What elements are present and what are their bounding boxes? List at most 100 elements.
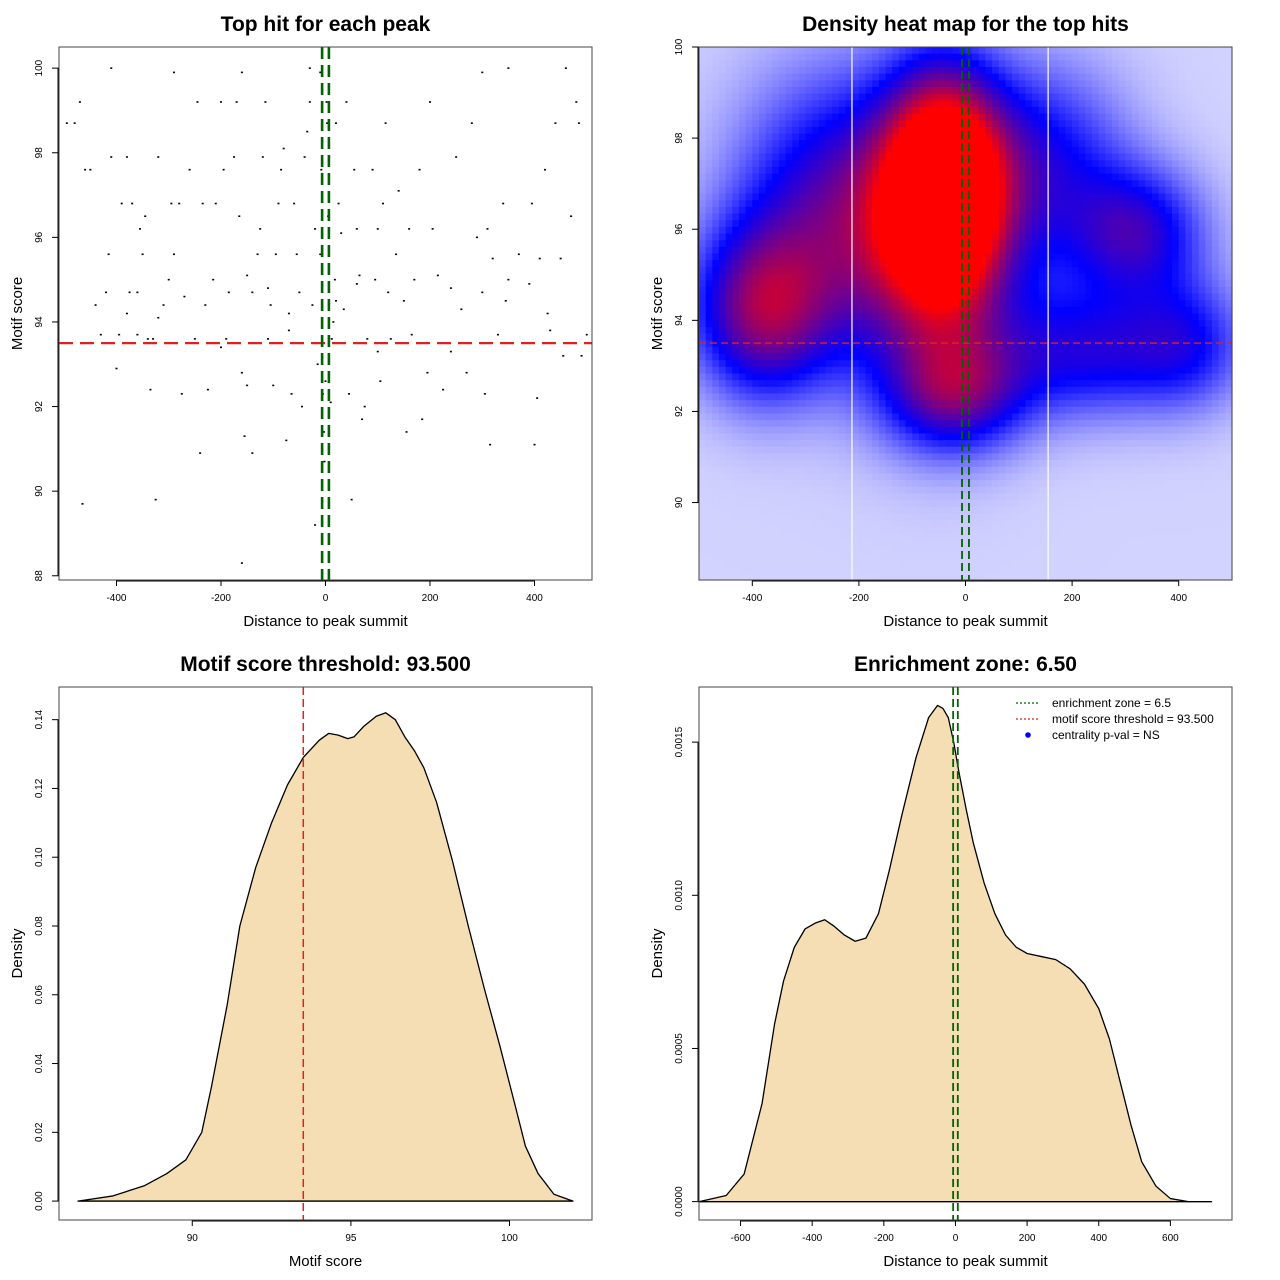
- heatmap-cell: [705, 180, 713, 188]
- heatmap-cell: [945, 433, 953, 441]
- heatmap-cell: [1012, 526, 1020, 534]
- heatmap-cell: [925, 533, 933, 541]
- heatmap-cell: [1038, 380, 1047, 388]
- heatmap-cell: [1072, 240, 1080, 248]
- heatmap-cell: [1025, 126, 1033, 135]
- heatmap-cell: [792, 100, 800, 108]
- heatmap-cell: [892, 106, 900, 115]
- heatmap-cell: [725, 326, 733, 335]
- heatmap-cell: [1052, 293, 1060, 301]
- heatmap-cell: [1045, 53, 1053, 61]
- heatmap-cell: [705, 466, 713, 474]
- heatmap-cell: [878, 520, 887, 528]
- heatmap-cell: [912, 66, 920, 75]
- heatmap-cell: [778, 273, 787, 281]
- heatmap-cell: [938, 506, 947, 514]
- heatmap-cell: [938, 360, 947, 368]
- heatmap-cell: [872, 186, 880, 195]
- heatmap-cell: [765, 513, 773, 521]
- heatmap-cell: [905, 406, 913, 415]
- heatmap-cell: [1058, 420, 1067, 428]
- heatmap-cell: [705, 486, 713, 494]
- heatmap-cell: [1085, 353, 1093, 361]
- heatmap-cell: [865, 446, 873, 455]
- heatmap-cell: [945, 353, 953, 361]
- heatmap-cell: [1005, 493, 1013, 501]
- heatmap-cell: [892, 133, 900, 141]
- heatmap-cell: [858, 566, 867, 574]
- heatmap-cell: [852, 306, 860, 315]
- heatmap-cell: [812, 393, 820, 401]
- heatmap-cell: [918, 206, 927, 215]
- heatmap-cell: [872, 106, 880, 115]
- heatmap-cell: [865, 220, 873, 228]
- heatmap-cell: [1018, 173, 1027, 181]
- heatmap-cell: [905, 80, 913, 88]
- heatmap-cell: [699, 93, 707, 101]
- heatmap-cell: [832, 420, 840, 428]
- heatmap-cell: [718, 293, 727, 301]
- heatmap-cell: [945, 520, 953, 528]
- heatmap-cell: [1058, 266, 1067, 275]
- heatmap-cell: [725, 226, 733, 235]
- scatter-point: [316, 363, 319, 366]
- heatmap-cell: [1038, 373, 1047, 381]
- heatmap-cell: [1085, 400, 1093, 408]
- heatmap-cell: [838, 293, 847, 301]
- heatmap-cell: [1005, 466, 1013, 474]
- heatmap-cell: [1058, 113, 1067, 121]
- heatmap-cell: [752, 66, 760, 75]
- heatmap-cell: [898, 293, 907, 301]
- heatmap-cell: [832, 240, 840, 248]
- heatmap-cell: [705, 106, 713, 115]
- heatmap-cell: [932, 366, 940, 375]
- heatmap-cell: [858, 353, 867, 361]
- heatmap-cell: [898, 240, 907, 248]
- heatmap-cell: [1012, 200, 1020, 208]
- heatmap-cell: [1065, 293, 1073, 301]
- heatmap-cell: [738, 386, 747, 395]
- heatmap-cell: [772, 380, 780, 388]
- heatmap-cell: [885, 293, 893, 301]
- heatmap-cell: [699, 106, 707, 115]
- heatmap-cell: [952, 333, 960, 341]
- heatmap-cell: [772, 233, 780, 241]
- heatmap-cell: [785, 233, 793, 241]
- heatmap-cell: [1032, 66, 1040, 75]
- heatmap-cell: [1072, 180, 1080, 188]
- heatmap-cell: [1032, 480, 1040, 488]
- heatmap-cell: [1058, 120, 1067, 128]
- heatmap-cell: [918, 486, 927, 494]
- heatmap-cell: [725, 520, 733, 528]
- heatmap-cell: [938, 86, 947, 95]
- heatmap-cell: [972, 293, 980, 301]
- heatmap-cell: [1052, 320, 1060, 328]
- heatmap-cell: [985, 513, 993, 521]
- heatmap-cell: [885, 153, 893, 161]
- heatmap-cell: [738, 193, 747, 201]
- heatmap-cell: [872, 300, 880, 308]
- heatmap-cell: [905, 240, 913, 248]
- heatmap-cell: [725, 493, 733, 501]
- heatmap-cell: [765, 273, 773, 281]
- heatmap-cell: [785, 193, 793, 201]
- heatmap-cell: [705, 140, 713, 148]
- scatter-point: [306, 130, 309, 133]
- heatmap-cell: [932, 420, 940, 428]
- heatmap-cell: [932, 560, 940, 568]
- heatmap-cell: [885, 133, 893, 141]
- heatmap-cell: [752, 533, 760, 541]
- heatmap-cell: [978, 333, 987, 341]
- heatmap-cell: [745, 100, 753, 108]
- heatmap-cell: [932, 566, 940, 574]
- heatmap-cell: [798, 493, 807, 501]
- heatmap-cell: [699, 133, 707, 141]
- heatmap-cell: [878, 333, 887, 341]
- heatmap-cell: [1018, 193, 1027, 201]
- heatmap-cell: [858, 200, 867, 208]
- heatmap-cell: [972, 140, 980, 148]
- heatmap-cell: [925, 280, 933, 288]
- heatmap-cell: [1058, 280, 1067, 288]
- heatmap-cell: [965, 426, 973, 435]
- heatmap-cell: [732, 220, 740, 228]
